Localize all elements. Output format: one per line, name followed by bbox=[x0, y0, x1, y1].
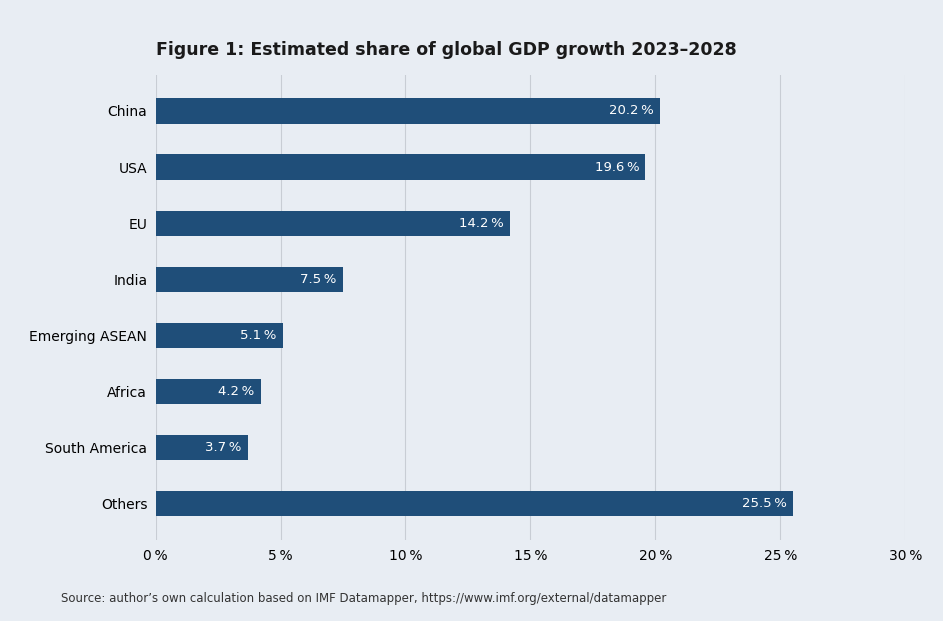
Text: Source: author’s own calculation based on IMF Datamapper, https://www.imf.org/ex: Source: author’s own calculation based o… bbox=[61, 592, 667, 605]
Text: Figure 1: Estimated share of global GDP growth 2023–2028: Figure 1: Estimated share of global GDP … bbox=[156, 41, 736, 59]
Text: 19.6 %: 19.6 % bbox=[594, 161, 639, 174]
Bar bbox=[156, 155, 645, 179]
Bar bbox=[156, 491, 793, 517]
Text: 3.7 %: 3.7 % bbox=[206, 441, 241, 454]
Text: 4.2 %: 4.2 % bbox=[218, 385, 255, 398]
Text: 7.5 %: 7.5 % bbox=[301, 273, 337, 286]
Bar bbox=[156, 323, 283, 348]
Bar bbox=[156, 379, 260, 404]
Bar bbox=[156, 98, 660, 124]
Bar bbox=[156, 211, 510, 236]
Bar bbox=[156, 435, 248, 460]
Text: 20.2 %: 20.2 % bbox=[609, 104, 654, 117]
Text: 14.2 %: 14.2 % bbox=[459, 217, 505, 230]
Text: 5.1 %: 5.1 % bbox=[240, 329, 277, 342]
Text: 25.5 %: 25.5 % bbox=[742, 497, 786, 510]
Bar bbox=[156, 266, 343, 292]
